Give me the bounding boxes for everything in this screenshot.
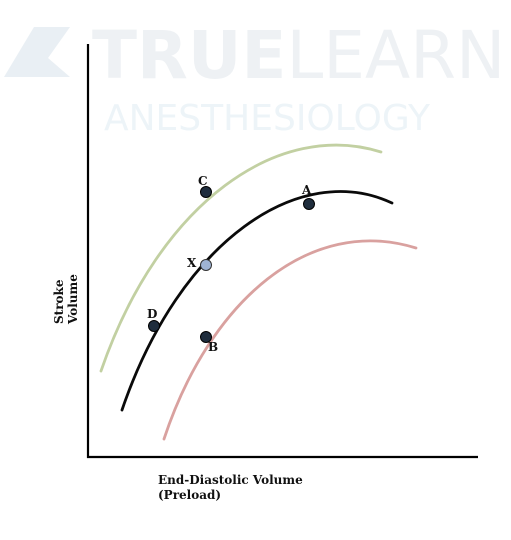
y-axis-label-line1: Stroke: [52, 279, 66, 324]
watermark-subtitle: ANESTHESIOLOGY: [104, 98, 431, 139]
point-c-marker: [200, 186, 212, 198]
point-x-label: X: [187, 256, 197, 270]
point-b-label: B: [208, 340, 218, 354]
point-b: B: [200, 331, 218, 354]
point-d: D: [147, 307, 160, 332]
point-d-marker: [148, 320, 160, 332]
curve-upper-green: [99, 143, 383, 373]
point-d-label: D: [147, 307, 157, 321]
watermark: TRUELEARN ANESTHESIOLOGY: [4, 17, 505, 139]
watermark-brand-light: LEARN: [287, 17, 506, 94]
point-a: A: [301, 183, 315, 210]
point-a-label: A: [301, 183, 312, 197]
point-c-label: C: [198, 174, 208, 188]
point-x: X: [187, 256, 212, 271]
curve-lower-red: [162, 239, 418, 441]
point-b-marker: [200, 331, 212, 343]
point-c: C: [198, 174, 212, 198]
x-axis-label-line2: (Preload): [158, 488, 221, 502]
watermark-brand: TRUELEARN: [92, 17, 505, 94]
curve-middle-black: [120, 190, 394, 412]
x-axis-label-line1: End-Diastolic Volume: [158, 473, 303, 487]
point-a-marker: [303, 198, 315, 210]
y-axis-label-line2: Volume: [66, 274, 80, 325]
truelearn-logo-icon: [4, 27, 70, 77]
y-axis-label: Stroke Volume: [52, 274, 80, 325]
watermark-brand-bold: TRUE: [92, 17, 287, 94]
point-x-marker: [200, 259, 212, 271]
